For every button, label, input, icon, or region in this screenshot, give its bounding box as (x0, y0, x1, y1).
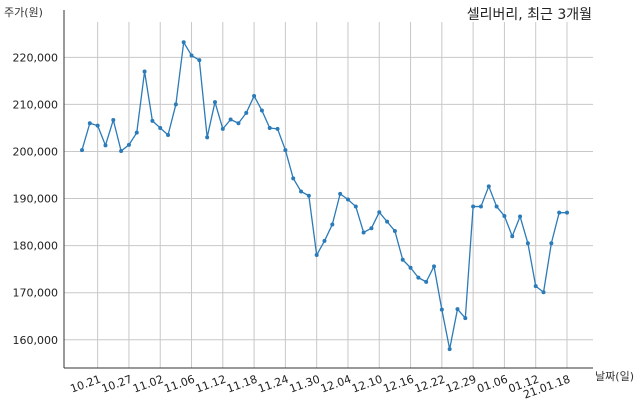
price-data-point (533, 284, 538, 289)
price-data-point (432, 264, 437, 269)
y-tick-label: 190,000 (13, 193, 59, 206)
price-data-point (291, 176, 296, 181)
y-tick-label: 220,000 (13, 51, 59, 64)
price-data-point (345, 197, 350, 202)
price-data-point (197, 58, 202, 63)
price-data-point (103, 143, 108, 148)
price-data-point (353, 204, 358, 209)
price-data-point (525, 241, 530, 246)
x-tick-label: 12.10 (350, 373, 384, 396)
price-data-point (95, 123, 100, 128)
price-data-point (502, 213, 507, 218)
price-data-point (119, 149, 124, 154)
price-data-point (150, 118, 155, 123)
x-tick-label: 12.22 (413, 373, 447, 396)
price-data-point (416, 275, 421, 280)
price-data-point (322, 238, 327, 243)
chart-title: 셀리버리, 최근 3개월 (466, 7, 592, 23)
price-data-point (134, 130, 139, 135)
y-axis-label: 주가(원) (4, 6, 43, 19)
price-data-point (259, 108, 264, 113)
price-data-point (510, 234, 515, 239)
x-axis-label: 날짜(일) (595, 370, 634, 383)
price-data-point (392, 229, 397, 234)
x-tick-label: 11.12 (194, 373, 228, 396)
price-data-point (330, 222, 335, 227)
x-tick-label: 12.16 (382, 373, 416, 396)
x-tick-label: 11.02 (131, 373, 165, 396)
y-tick-label: 160,000 (13, 334, 59, 347)
price-data-point (205, 135, 210, 140)
price-data-point (455, 307, 460, 312)
price-data-point (173, 102, 178, 107)
price-data-point (314, 253, 319, 258)
price-data-point (228, 117, 233, 122)
price-data-point (299, 189, 304, 194)
price-data-point (361, 230, 366, 235)
price-data-point (275, 126, 280, 131)
price-data-point (283, 148, 288, 153)
price-data-point (338, 191, 343, 196)
price-data-point (166, 133, 171, 138)
x-tick-label: 12.04 (319, 373, 353, 396)
price-data-point (541, 290, 546, 295)
price-data-point (471, 204, 476, 209)
y-tick-label: 180,000 (13, 240, 59, 253)
price-data-point (236, 121, 241, 126)
price-data-point (424, 279, 429, 284)
price-data-point (252, 93, 257, 98)
price-data-point (518, 214, 523, 219)
price-data-point (306, 193, 311, 198)
price-data-point (189, 53, 194, 58)
x-tick-label: 11.24 (256, 373, 290, 396)
price-data-point (447, 347, 452, 352)
x-tick-label: 01.06 (475, 373, 509, 396)
price-series-line (81, 41, 567, 350)
y-tick-label: 200,000 (13, 145, 59, 158)
x-tick-label: 11.06 (162, 373, 196, 396)
price-data-point (463, 316, 468, 321)
price-data-point (377, 210, 382, 215)
price-data-point (385, 219, 390, 224)
price-data-point (142, 69, 147, 74)
price-data-point (111, 117, 116, 122)
price-data-point (158, 125, 163, 130)
price-data-point (565, 210, 569, 215)
price-data-point (87, 121, 92, 126)
y-tick-label: 170,000 (13, 287, 59, 300)
price-data-point (181, 40, 186, 45)
price-data-point (244, 110, 249, 115)
price-data-point (486, 184, 491, 189)
x-tick-label: 11.30 (288, 373, 322, 396)
y-tick-label: 210,000 (13, 98, 59, 111)
price-data-point (478, 204, 483, 209)
price-data-point (212, 100, 217, 105)
price-data-point (557, 210, 562, 215)
price-data-point (126, 142, 131, 147)
price-data-point (494, 204, 499, 209)
x-tick-label: 12.29 (444, 373, 478, 396)
price-data-point (408, 265, 413, 270)
price-data-point (400, 257, 405, 262)
price-data-point (439, 307, 444, 312)
x-tick-label: 10.27 (100, 373, 134, 396)
price-data-point (267, 125, 272, 130)
x-tick-label: 10.21 (69, 373, 103, 396)
price-data-point (220, 126, 225, 131)
price-data-point (369, 226, 374, 231)
price-data-point (549, 241, 554, 246)
price-data-point (80, 148, 84, 153)
x-tick-label: 11.18 (225, 373, 259, 396)
